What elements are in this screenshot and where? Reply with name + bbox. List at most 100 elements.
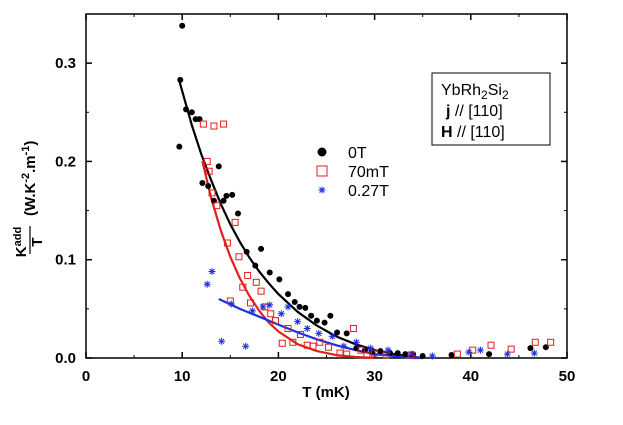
data-point-70mt xyxy=(244,271,252,279)
data-point-70mt xyxy=(507,345,515,353)
data-point-0.27t xyxy=(315,329,323,337)
data-point-70mt xyxy=(252,278,260,286)
y-label-numerator: Kadd xyxy=(12,227,30,257)
y-tick-label: 0.1 xyxy=(55,252,76,269)
data-point-70mt xyxy=(257,287,265,295)
data-point-0.27t xyxy=(428,352,436,360)
data-point-0t xyxy=(179,22,186,29)
data-point-0t xyxy=(258,245,265,252)
y-label-units: (W.K-2.m-1) xyxy=(20,141,39,216)
data-point-0.27t xyxy=(328,332,336,340)
legend-label-70mt: 70mT xyxy=(348,164,389,181)
data-point-70mt xyxy=(203,157,211,165)
data-point-0t xyxy=(223,192,230,199)
data-point-70mt xyxy=(343,350,351,358)
data-point-0t xyxy=(266,269,273,276)
data-point-70mt xyxy=(210,122,218,130)
x-tick-label: 40 xyxy=(462,368,479,385)
data-point-70mt xyxy=(272,317,280,325)
data-point-0t xyxy=(448,352,455,359)
data-point-70mt xyxy=(487,341,495,349)
x-tick-label: 0 xyxy=(82,368,90,385)
data-point-70mt xyxy=(336,349,344,357)
data-points xyxy=(176,22,555,360)
data-point-70mt xyxy=(213,202,221,210)
legend: 0T 70mT 0.27T xyxy=(316,145,389,200)
data-point-70mt xyxy=(220,120,228,128)
y-tick-label: 0.3 xyxy=(55,55,76,72)
data-point-0t xyxy=(302,304,309,311)
data-point-0t xyxy=(327,312,334,319)
data-point-70mt xyxy=(205,167,213,175)
legend-label-0.27t: 0.27T xyxy=(348,183,389,200)
data-point-70mt xyxy=(223,239,231,247)
data-point-0.27t xyxy=(352,338,360,346)
data-point-0t xyxy=(321,319,328,326)
data-point-0.27t xyxy=(303,325,311,333)
data-point-0t xyxy=(419,353,426,360)
y-tick-label: 0.0 xyxy=(55,350,76,367)
legend-marker-0.27t xyxy=(318,186,326,194)
data-point-70mt xyxy=(309,342,317,350)
data-point-0.27t xyxy=(248,307,256,315)
info-current-direction: j // [110] xyxy=(445,103,503,120)
fit-curve-70mt xyxy=(201,161,375,360)
data-point-0t xyxy=(176,143,183,150)
data-point-0.27t xyxy=(384,346,392,354)
data-point-0t xyxy=(402,351,409,358)
data-point-0.27t xyxy=(294,318,302,326)
fit-curve-0.27t xyxy=(218,298,423,360)
data-point-70mt xyxy=(284,325,292,333)
data-point-0.27t xyxy=(530,349,538,357)
data-point-0.27t xyxy=(407,350,415,358)
data-point-70mt xyxy=(324,343,332,351)
legend-label-0t: 0T xyxy=(348,145,367,162)
data-point-0t xyxy=(252,262,259,269)
data-point-0t xyxy=(343,330,350,337)
plot-frame xyxy=(85,13,568,359)
data-point-0.27t xyxy=(242,342,250,350)
data-point-70mt xyxy=(267,310,275,318)
data-point-0t xyxy=(486,351,493,358)
data-point-0.27t xyxy=(340,342,348,350)
data-point-0.27t xyxy=(227,300,235,308)
fit-curves xyxy=(178,80,423,360)
data-point-0.27t xyxy=(367,344,375,352)
x-tick-label: 30 xyxy=(366,368,383,385)
data-point-70mt xyxy=(453,350,461,358)
data-point-0t xyxy=(234,210,241,217)
legend-marker-70mt xyxy=(316,165,328,177)
data-point-70mt xyxy=(239,283,247,291)
data-point-0t xyxy=(308,312,315,319)
data-point-0t xyxy=(527,345,534,352)
data-point-70mt xyxy=(247,299,255,307)
data-point-0.27t xyxy=(259,303,267,311)
data-point-70mt xyxy=(235,253,243,261)
data-point-0.27t xyxy=(277,310,285,318)
data-point-70mt xyxy=(469,346,477,354)
data-point-0t xyxy=(199,180,206,187)
data-point-0.27t xyxy=(465,348,473,356)
data-point-70mt xyxy=(297,330,305,338)
data-point-70mt xyxy=(363,351,371,359)
data-point-0t xyxy=(229,191,236,198)
x-tick-label: 20 xyxy=(270,368,287,385)
fit-curve-0t xyxy=(178,80,423,360)
data-point-0.27t xyxy=(476,346,484,354)
data-point-0t xyxy=(276,276,283,283)
info-material: YbRh2Si2 xyxy=(441,82,509,102)
axis-ticks: 0 10 20 30 40 50 0.0 0.1 0.2 0.3 xyxy=(55,13,576,385)
data-point-0t xyxy=(220,197,227,204)
info-box: YbRh2Si2 j // [110] H // [110] xyxy=(431,72,551,146)
info-box-frame xyxy=(431,72,551,146)
data-point-0t xyxy=(188,109,195,116)
data-point-0t xyxy=(394,350,401,357)
data-point-0t xyxy=(291,298,298,305)
data-point-0t xyxy=(183,106,190,113)
data-point-70mt xyxy=(289,338,297,346)
data-point-0t xyxy=(177,76,184,83)
data-point-70mt xyxy=(357,346,365,354)
data-point-70mt xyxy=(199,120,207,128)
x-tick-label: 50 xyxy=(559,368,576,385)
data-point-0t xyxy=(334,329,341,336)
